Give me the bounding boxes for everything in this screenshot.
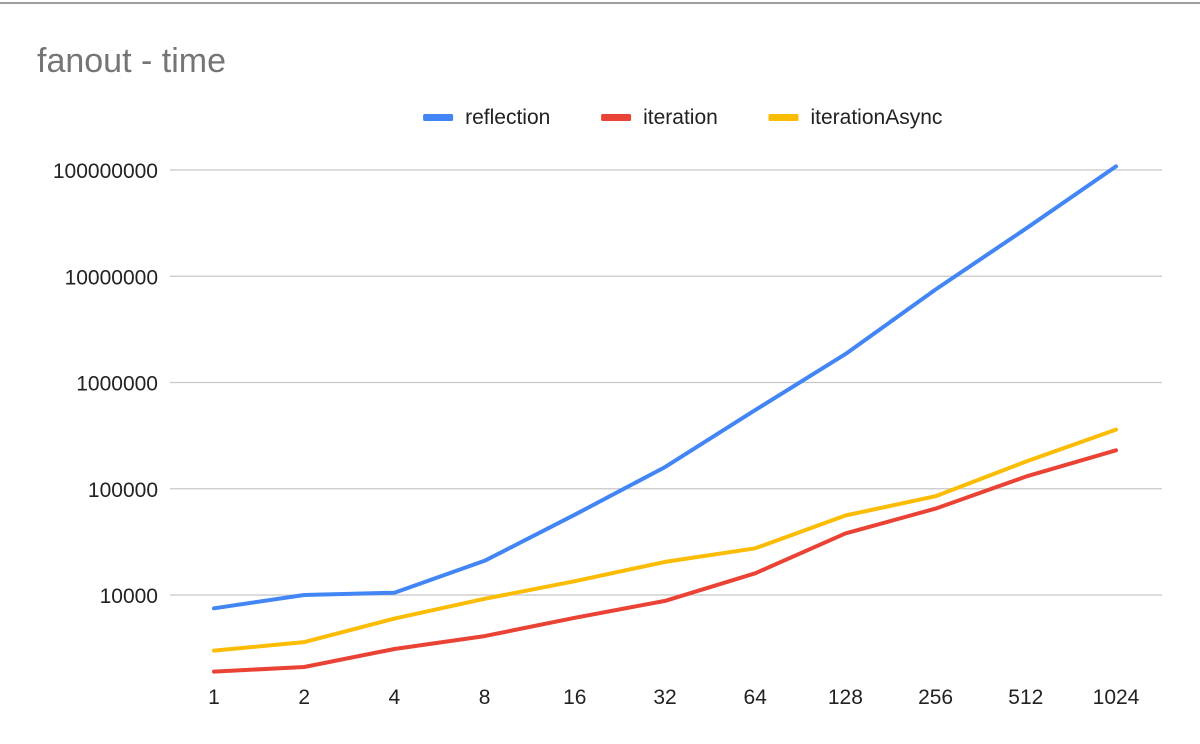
y-tick-label: 10000 [100,585,158,608]
gridlines [170,169,1162,596]
x-tick-label: 256 [918,686,953,709]
series-lines [212,164,1118,674]
x-tick-label: 128 [828,686,863,709]
y-tick-label: 100000 [88,479,158,502]
x-tick-label: 2 [298,686,310,709]
legend: reflection iteration iterationAsync [423,106,942,129]
legend-label-iteration: iteration [643,106,718,129]
series-line-reflection [212,164,1118,611]
x-tick-label: 1 [208,686,220,709]
x-tick-label: 4 [389,686,401,709]
series-line-iterationAsync [212,427,1118,653]
x-tick-label: 512 [1008,686,1043,709]
x-tick-label: 32 [653,686,676,709]
x-tick-label: 64 [744,686,768,709]
y-tick-label: 10000000 [65,266,158,289]
x-axis-ticks: 1 2 4 8 16 32 64 128 256 512 1024 [208,686,1140,709]
series-line-iteration [212,448,1118,674]
y-axis-ticks: 10000 100000 1000000 10000000 100000000 [53,160,158,608]
x-tick-label: 16 [563,686,586,709]
legend-label-reflection: reflection [465,106,550,129]
legend-swatch-reflection [423,114,454,121]
y-tick-label: 100000000 [53,160,158,183]
chart-title: fanout - time [37,42,226,80]
y-tick-label: 1000000 [76,373,158,396]
legend-swatch-iteration [601,114,632,121]
legend-label-iterationAsync: iterationAsync [811,106,943,129]
x-tick-label: 8 [479,686,491,709]
legend-swatch-iterationAsync [768,114,799,121]
x-tick-label: 1024 [1093,686,1140,709]
